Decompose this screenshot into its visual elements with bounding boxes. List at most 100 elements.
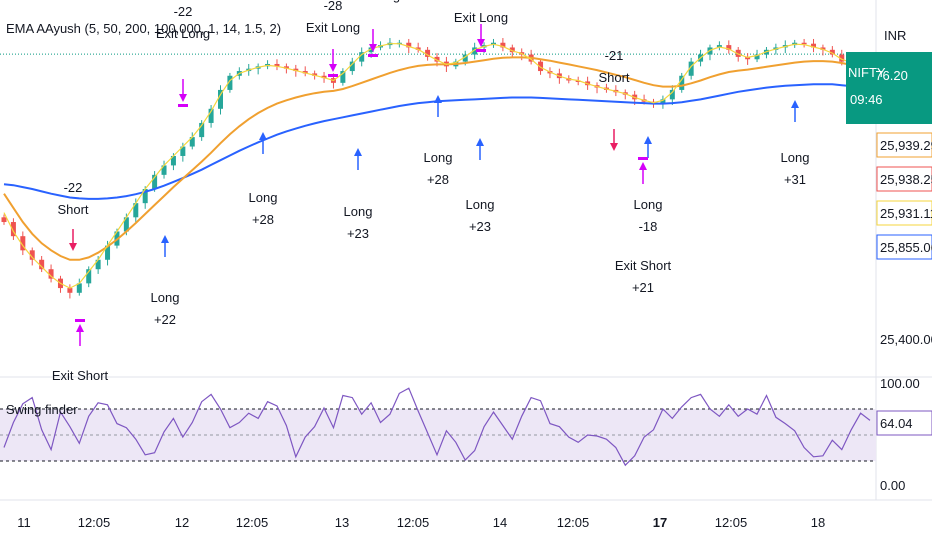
candle-body [368,47,374,53]
ema-200-price-value: 25,855.06 [880,240,932,255]
exit-marker [178,104,188,107]
candle-body [434,56,440,62]
candle-body [20,236,26,251]
candle-body [274,63,280,67]
annotation-long-3: Long +23 [344,148,372,241]
candle[interactable] [472,42,478,60]
candle[interactable] [76,278,82,296]
study-title[interactable]: EMA AAyush (5, 50, 200, 100,000, 1, 14, … [6,21,281,36]
oscillator-pane[interactable] [0,387,876,467]
candle[interactable] [20,231,26,256]
annotation-text: -22 [174,4,193,19]
candle-body [406,42,412,48]
candle-body [123,217,129,232]
candle[interactable] [208,105,214,128]
time-axis[interactable]: 11 12:05 12 12:05 13 12:05 14 12:05 17 12:05 18 [17,515,825,530]
candle[interactable] [716,41,722,51]
exit-arrow [639,162,647,170]
candle[interactable] [189,132,195,150]
symbol-tag-bg [846,60,876,84]
price-axis[interactable]: 25,976.2009:46NIFTY25,939.2925,938.2525,… [846,52,932,493]
annotation-text: -18 [639,219,658,234]
time-tick-label: 12:05 [715,515,748,530]
candle[interactable] [349,57,355,75]
exit-marker [75,319,85,322]
candle-body [745,56,751,60]
candle[interactable] [745,53,751,65]
candle[interactable] [811,38,817,53]
candle[interactable] [29,247,35,266]
candle[interactable] [133,198,139,223]
candle[interactable] [820,44,826,56]
candle-body [688,61,694,76]
oscillator-title[interactable]: Swing finder [6,402,78,417]
candle-body [208,108,214,123]
candle[interactable] [48,264,54,283]
candle-body [811,43,817,48]
candle[interactable] [1,214,7,225]
candle[interactable] [67,284,73,299]
candle[interactable] [679,72,685,93]
osc-value-box[interactable] [876,410,932,436]
annotation-long-4: Long +28 [424,95,452,187]
time-tick-label: 17 [653,515,667,530]
candle[interactable] [227,72,233,93]
annotation-text: -21 [605,48,624,63]
long-arrow [644,136,652,144]
candle[interactable] [180,142,186,162]
annotation-long-7: Long +31 [781,100,809,187]
annotation-text: +21 [632,280,654,295]
candle-body [321,75,327,79]
candle[interactable] [669,85,675,106]
time-tick-label: 18 [811,515,825,530]
candle[interactable] [340,68,346,86]
osc-last-value: 64.04 [880,416,913,431]
annotation-text: Exit Short [52,368,109,383]
candle[interactable] [415,42,421,53]
candle[interactable] [490,38,496,48]
annotation-long-1: Long +22 [151,235,179,327]
symbol-tag: NIFTY [848,65,886,80]
candle-body [76,283,82,293]
candle-body [754,54,760,60]
candle[interactable] [10,218,16,240]
long-arrow [259,132,267,140]
candle[interactable] [302,66,308,77]
candle-body [189,137,195,147]
ema-200-price-box[interactable] [876,234,932,260]
annotation-text: Exit Long [346,0,400,3]
candle[interactable] [801,38,807,48]
candle-body [340,71,346,83]
time-tick-label: 12:05 [236,515,269,530]
price-pane[interactable] [0,38,876,299]
candle[interactable] [425,46,431,61]
time-tick-label: 14 [493,515,507,530]
ema-50-price-box[interactable] [876,132,932,158]
ema-sl-price-box[interactable] [876,166,932,192]
ema-50-line [3,56,871,261]
time-tick-label: 13 [335,515,349,530]
annotation-short-2: -21 Short [598,48,630,151]
candle[interactable] [86,266,92,288]
candle[interactable] [218,85,223,115]
candle[interactable] [500,38,506,52]
ema-5-price-box[interactable] [876,200,932,226]
candle[interactable] [199,120,205,141]
candle-body [735,49,741,57]
candle[interactable] [688,57,694,80]
osc-tick-bottom: 0.00 [880,478,905,493]
candle-body [161,165,167,175]
annotation-text: Short [57,202,88,217]
candle[interactable] [161,160,167,179]
annotation-exit-long-4: -23 Exit Long [454,0,508,52]
candle[interactable] [255,63,261,75]
exit-marker [476,49,486,52]
candle[interactable] [726,40,732,54]
candle[interactable] [274,59,280,71]
candle[interactable] [359,47,365,67]
candle[interactable] [39,255,45,273]
candle[interactable] [829,46,835,58]
signal-annotations: -22 Short Long +22 Exit Short -22 Exit Long Lon… [52,0,810,383]
candle[interactable] [265,60,271,70]
candle[interactable] [660,95,666,109]
